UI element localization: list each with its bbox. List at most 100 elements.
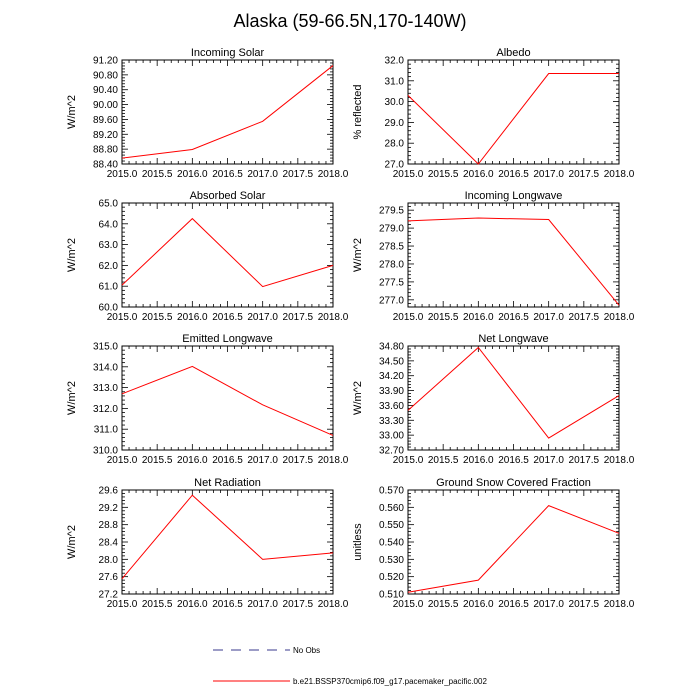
series-line: [407, 73, 619, 165]
x-tick-label: 2015.5: [142, 312, 173, 323]
plot-frame: [407, 489, 620, 595]
y-tick-label: 90.40: [93, 85, 118, 96]
x-tick-label: 2016.5: [498, 599, 529, 610]
x-tick-label: 2015.5: [142, 169, 173, 180]
x-tick-label: 2016.5: [498, 312, 529, 323]
x-tick-label: 2015.0: [107, 455, 138, 466]
y-tick-label: 63.0: [99, 240, 119, 251]
plot-frame: [407, 345, 620, 451]
x-tick-label: 2015.0: [107, 312, 138, 323]
panel-title: Albedo: [496, 47, 530, 59]
y-tick-label: 310.0: [93, 446, 118, 457]
legend-obs-label: No Obs: [293, 646, 320, 655]
x-tick-label: 2015.0: [393, 599, 424, 610]
x-tick-label: 2016.5: [212, 312, 243, 323]
y-tick-label: 278.0: [379, 259, 404, 270]
x-tick-label: 2018.0: [318, 169, 349, 180]
y-tick-label: 28.4: [99, 538, 119, 549]
x-tick-label: 2017.5: [569, 599, 600, 610]
x-tick-label: 2017.5: [569, 312, 600, 323]
x-tick-label: 2017.5: [283, 455, 314, 466]
y-tick-label: 277.5: [379, 277, 404, 288]
x-tick-label: 2018.0: [318, 312, 349, 323]
panel-title: Net Radiation: [194, 477, 261, 489]
y-tick-label: 34.50: [379, 356, 404, 367]
plot-frame: [121, 489, 334, 595]
y-tick-label: 34.80: [379, 342, 404, 353]
panel-title: Incoming Longwave: [465, 190, 563, 202]
panel-8: Ground Snow Covered Fraction 2015.0 2015.5…: [352, 477, 635, 610]
x-tick-label: 2015.0: [107, 599, 138, 610]
y-tick-label: 29.2: [99, 503, 119, 514]
panel-6: Net Longwave 2015.0 2015.5 2016.0 2016.5 2017…: [352, 333, 635, 466]
x-tick-label: 2018.0: [604, 599, 635, 610]
x-tick-label: 2016.0: [463, 599, 494, 610]
x-tick-label: 2017.0: [533, 599, 564, 610]
panel-1: Incoming Solar 2015.0 2015.5 2016.0 2016.5 20…: [66, 47, 349, 180]
x-tick-label: 2017.0: [247, 599, 278, 610]
x-tick-label: 2018.0: [318, 455, 349, 466]
series-line: [121, 494, 334, 580]
y-axis-label: % reflected: [352, 84, 364, 139]
y-tick-label: 64.0: [99, 219, 119, 230]
x-tick-label: 2015.5: [428, 599, 459, 610]
y-tick-label: 311.0: [94, 425, 119, 436]
panel-title: Ground Snow Covered Fraction: [436, 477, 591, 489]
y-tick-label: 0.550: [379, 520, 404, 531]
x-tick-label: 2017.5: [283, 169, 314, 180]
panels: Incoming Solar 2015.0 2015.5 2016.0 2016.5 20…: [66, 47, 635, 610]
y-tick-label: 0.520: [379, 572, 404, 583]
y-tick-label: 27.0: [385, 160, 405, 171]
y-tick-label: 0.570: [379, 486, 404, 497]
x-tick-label: 2015.5: [142, 455, 173, 466]
x-tick-label: 2018.0: [604, 312, 635, 323]
y-tick-label: 32.70: [379, 446, 404, 457]
x-tick-label: 2017.0: [533, 169, 564, 180]
y-tick-label: 28.0: [385, 139, 405, 150]
x-tick-label: 2016.5: [212, 455, 243, 466]
y-tick-label: 277.0: [379, 295, 404, 306]
y-tick-label: 90.00: [93, 100, 118, 111]
y-axis-label: unitless: [352, 523, 364, 561]
x-tick-label: 2015.5: [428, 169, 459, 180]
x-tick-label: 2017.0: [533, 455, 564, 466]
x-tick-label: 2016.5: [498, 169, 529, 180]
y-tick-label: 89.60: [93, 115, 118, 126]
x-tick-label: 2016.0: [463, 169, 494, 180]
x-tick-label: 2015.0: [107, 169, 138, 180]
y-tick-label: 61.0: [99, 282, 119, 293]
x-tick-label: 2017.5: [283, 312, 314, 323]
x-tick-label: 2018.0: [604, 455, 635, 466]
y-tick-label: 0.560: [379, 503, 404, 514]
y-tick-label: 279.5: [379, 206, 404, 217]
x-tick-label: 2015.5: [142, 599, 173, 610]
x-tick-label: 2016.0: [177, 312, 208, 323]
y-tick-label: 33.90: [379, 386, 404, 397]
y-axis-label: W/m^2: [66, 381, 78, 415]
y-tick-label: 65.0: [99, 199, 119, 210]
series-line: [407, 346, 620, 439]
y-tick-label: 33.00: [379, 431, 404, 442]
y-tick-label: 0.510: [379, 590, 404, 601]
y-axis-label: W/m^2: [66, 95, 78, 129]
x-tick-label: 2016.0: [177, 599, 208, 610]
legend-model-label: b.e21.BSSP370cmip6.f09_g17.pacemaker_pac…: [293, 677, 487, 686]
panel-7: Net Radiation 2015.0 2015.5 2016.0 2016.5 201…: [66, 477, 349, 610]
y-tick-label: 29.0: [385, 118, 405, 129]
y-tick-label: 312.0: [93, 404, 118, 415]
x-tick-label: 2017.0: [247, 312, 278, 323]
x-tick-label: 2016.0: [463, 455, 494, 466]
y-axis-label: W/m^2: [66, 238, 78, 272]
x-tick-label: 2015.5: [428, 455, 459, 466]
plot-frame: [121, 345, 334, 451]
series-line: [407, 505, 620, 593]
y-tick-label: 315.0: [93, 342, 118, 353]
y-tick-label: 27.2: [99, 590, 119, 601]
x-tick-label: 2018.0: [604, 169, 635, 180]
y-axis-label: W/m^2: [352, 381, 364, 415]
y-tick-label: 88.80: [93, 145, 118, 156]
panel-4: Incoming Longwave 2015.0 2015.5 2016.0 2016.…: [352, 190, 635, 323]
x-tick-label: 2015.5: [428, 312, 459, 323]
y-tick-label: 33.60: [379, 401, 404, 412]
